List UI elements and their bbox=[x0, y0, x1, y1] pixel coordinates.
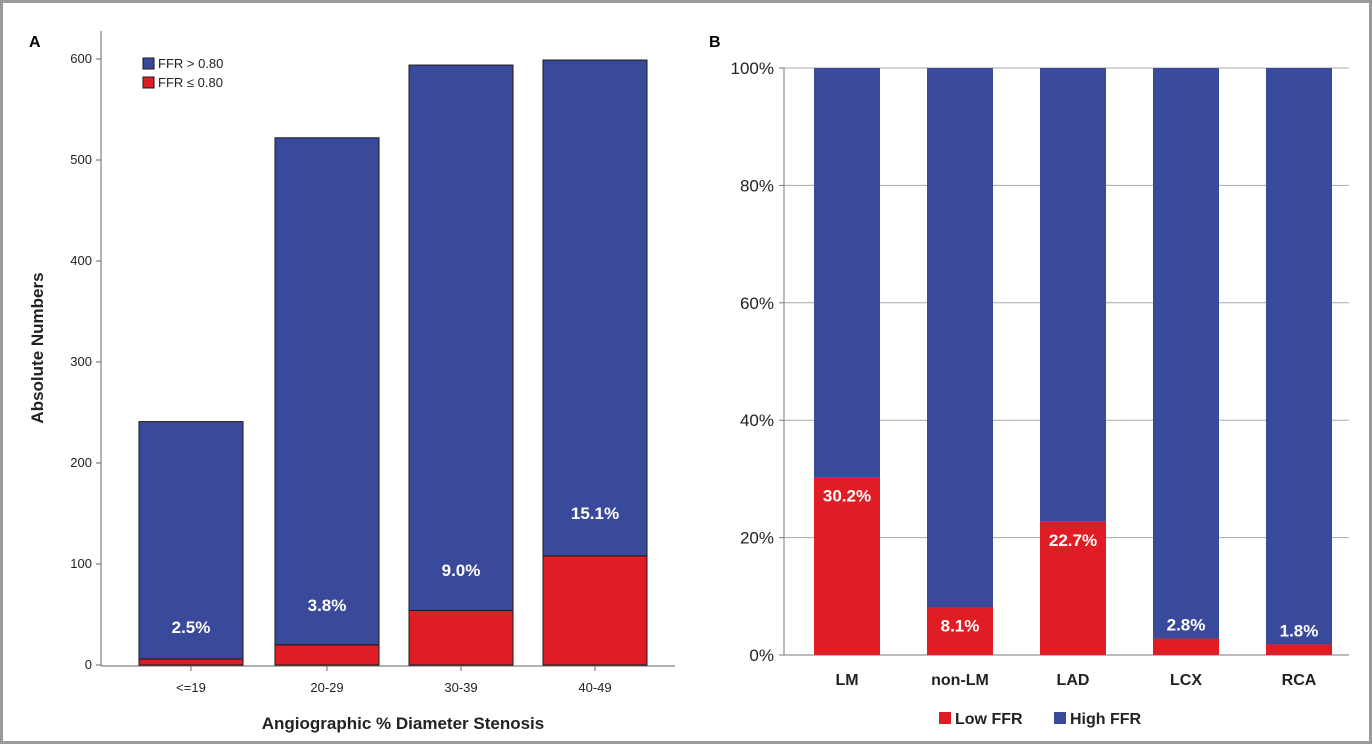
x-tick-label: non-LM bbox=[931, 672, 989, 689]
legend-a: FFR > 0.80 FFR ≤ 0.80 bbox=[142, 56, 223, 90]
bar-low-ffr bbox=[138, 658, 244, 666]
bar-low-ffr bbox=[814, 477, 880, 655]
panel-b: B 0% 20% 40% 60% 80% 100% LM 30.2% non-LM 8.1% LAD 2… bbox=[709, 34, 1349, 728]
bar-low-ffr bbox=[1266, 644, 1332, 655]
legend-label: Low FFR bbox=[955, 711, 1023, 728]
data-label: 1.8% bbox=[1280, 621, 1319, 640]
y-tick-label: 200 bbox=[70, 455, 92, 470]
x-tick-label: LCX bbox=[1170, 672, 1202, 689]
data-label: 2.5% bbox=[172, 618, 211, 637]
x-tick-label: <=19 bbox=[176, 680, 206, 695]
legend-label: FFR > 0.80 bbox=[158, 56, 223, 71]
y-tick-label: 400 bbox=[70, 253, 92, 268]
legend-swatch bbox=[1054, 712, 1066, 724]
legend-swatch bbox=[939, 712, 951, 724]
bar-high-ffr bbox=[1153, 68, 1219, 639]
bar-high-ffr bbox=[1040, 68, 1106, 522]
bar-high-ffr bbox=[542, 59, 648, 557]
panel-letter-b: B bbox=[709, 34, 721, 51]
y-tick-label: 40% bbox=[740, 411, 774, 430]
data-label: 3.8% bbox=[308, 596, 347, 615]
x-tick-label: 30-39 bbox=[444, 680, 477, 695]
y-tick-label: 100 bbox=[70, 556, 92, 571]
y-tick-label: 20% bbox=[740, 529, 774, 548]
data-label: 2.8% bbox=[1167, 616, 1206, 635]
data-label: 15.1% bbox=[571, 504, 619, 523]
bar-high-ffr bbox=[1266, 68, 1332, 645]
legend-b: Low FFR High FFR bbox=[939, 711, 1142, 728]
bar-high-ffr bbox=[274, 137, 380, 646]
figure-svg: A 0 100 200 300 400 500 600 <=19 2.5% 20-29 3.8% 30-… bbox=[28, 31, 1349, 733]
y-tick-label: 0 bbox=[85, 657, 92, 672]
legend-swatch bbox=[142, 76, 155, 89]
bar-high-ffr bbox=[408, 64, 514, 611]
bar-high-ffr bbox=[814, 68, 880, 478]
x-tick-label: LM bbox=[835, 672, 858, 689]
data-label: 30.2% bbox=[823, 487, 871, 506]
y-tick-label: 0% bbox=[749, 646, 774, 665]
data-label: 9.0% bbox=[442, 561, 481, 580]
y-tick-label: 80% bbox=[740, 176, 774, 195]
data-label: 8.1% bbox=[941, 616, 980, 635]
bar-high-ffr bbox=[927, 68, 993, 608]
y-tick-label: 500 bbox=[70, 152, 92, 167]
legend-label: High FFR bbox=[1070, 711, 1142, 728]
x-tick-label: 40-49 bbox=[578, 680, 611, 695]
legend-label: FFR ≤ 0.80 bbox=[158, 75, 223, 90]
bar-low-ffr bbox=[927, 607, 993, 655]
bar-low-ffr bbox=[542, 555, 648, 666]
legend-swatch bbox=[142, 57, 155, 70]
y-tick-label: 100% bbox=[731, 59, 774, 78]
bar-high-ffr bbox=[138, 421, 244, 660]
bar-low-ffr bbox=[408, 609, 514, 666]
data-label: 22.7% bbox=[1049, 531, 1097, 550]
panel-letter-a: A bbox=[29, 34, 41, 51]
x-tick-label: LAD bbox=[1057, 672, 1090, 689]
y-tick-label: 60% bbox=[740, 294, 774, 313]
bar-low-ffr bbox=[274, 644, 380, 666]
x-tick-label: RCA bbox=[1282, 672, 1317, 689]
y-tick-label: 300 bbox=[70, 354, 92, 369]
x-axis-title: Angiographic % Diameter Stenosis bbox=[262, 714, 544, 733]
bar-low-ffr bbox=[1153, 638, 1219, 655]
y-tick-label: 600 bbox=[70, 51, 92, 66]
x-tick-label: 20-29 bbox=[310, 680, 343, 695]
panel-a: A 0 100 200 300 400 500 600 <=19 2.5% 20-29 3.8% 30-… bbox=[28, 31, 675, 733]
bar-low-ffr bbox=[1040, 521, 1106, 655]
y-axis-title: Absolute Numbers bbox=[28, 272, 47, 423]
